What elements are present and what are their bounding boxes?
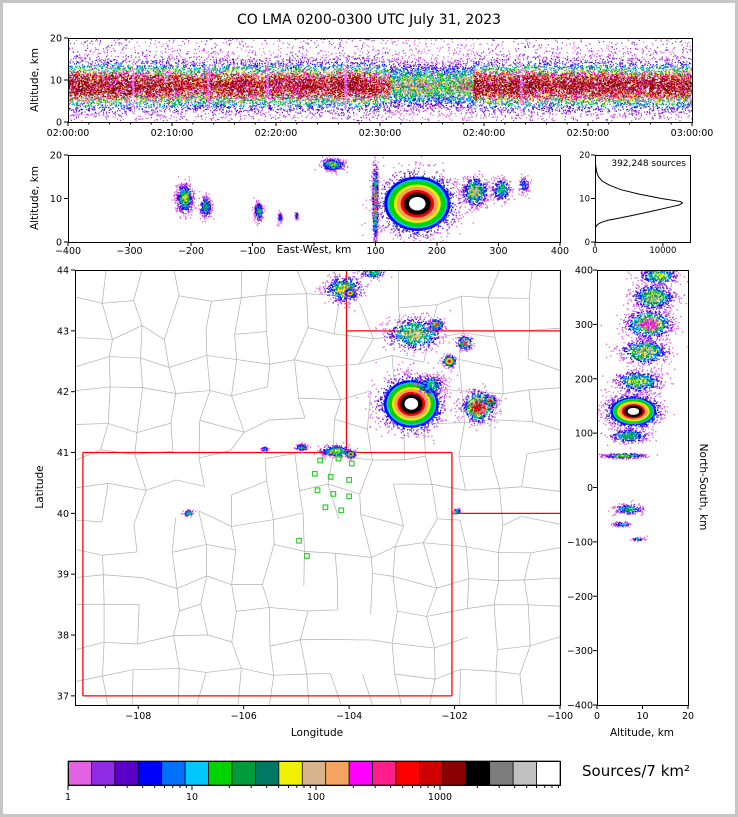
colorbar-title: Sources/7 km² [582,762,691,780]
ns-xlabel: Altitude, km [609,727,675,739]
figure-title: CO LMA 0200-0300 UTC July 31, 2023 [236,12,502,28]
ns-ylabel: North-South, km [697,443,709,531]
map-xlabel: Longitude [290,727,344,739]
ew-xlabel: East-West, km [276,244,352,256]
timeheight-ylabel: Altitude, km [29,47,41,113]
map-ylabel: Latitude [34,465,46,509]
histogram-total-sources: 392,248 sources [611,159,686,169]
ew-ylabel: Altitude, km [29,165,41,231]
